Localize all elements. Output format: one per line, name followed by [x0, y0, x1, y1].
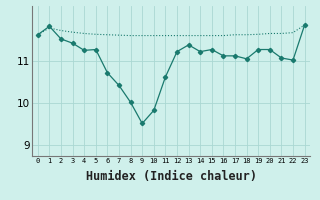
X-axis label: Humidex (Indice chaleur): Humidex (Indice chaleur)	[86, 170, 257, 183]
